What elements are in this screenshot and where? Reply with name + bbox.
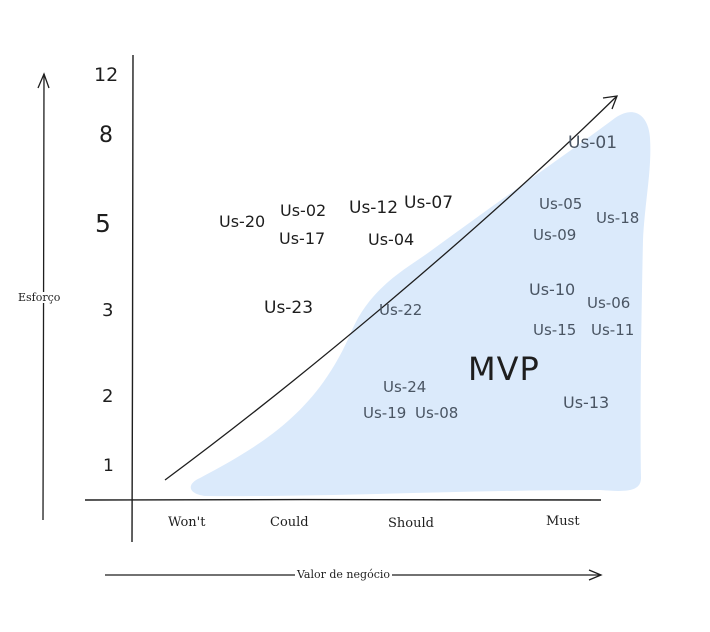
story-card: Us-13 bbox=[563, 393, 610, 412]
story-card: Us-01 bbox=[568, 133, 618, 153]
story-card: Us-23 bbox=[264, 298, 314, 318]
y-axis-title: Esforço bbox=[16, 291, 63, 304]
story-card: Us-19 bbox=[363, 404, 407, 422]
y-tick-5: 5 bbox=[95, 209, 111, 238]
diagonal-arrow-head bbox=[602, 95, 619, 110]
mvp-region bbox=[190, 112, 651, 497]
x-tick-should: Should bbox=[388, 516, 434, 531]
story-card: Us-09 bbox=[533, 226, 577, 244]
y-axis-line bbox=[131, 54, 134, 543]
story-card: Us-18 bbox=[596, 209, 640, 227]
x-axis-title: Valor de negócio bbox=[295, 568, 392, 581]
story-card: Us-06 bbox=[587, 294, 631, 312]
story-card: Us-17 bbox=[279, 229, 326, 248]
story-card: Us-05 bbox=[539, 195, 583, 213]
effort-axis-arrow-line bbox=[42, 73, 45, 521]
effort-axis-arrow-head bbox=[37, 72, 50, 89]
story-card: Us-11 bbox=[591, 321, 635, 339]
value-axis-arrow-head bbox=[588, 569, 603, 581]
story-card: Us-07 bbox=[404, 193, 454, 213]
x-tick-could: Could bbox=[270, 515, 309, 530]
story-card: Us-02 bbox=[280, 201, 327, 220]
y-tick-8: 8 bbox=[99, 123, 113, 148]
story-card: Us-12 bbox=[349, 198, 399, 218]
story-card: Us-24 bbox=[383, 378, 427, 396]
story-card: Us-08 bbox=[415, 404, 459, 422]
story-card: Us-22 bbox=[379, 301, 423, 319]
y-tick-1: 1 bbox=[103, 456, 114, 476]
y-tick-2: 2 bbox=[102, 386, 114, 407]
story-card: Us-04 bbox=[368, 230, 415, 249]
y-tick-3: 3 bbox=[102, 300, 114, 321]
x-tick-must: Must bbox=[546, 514, 580, 529]
story-card: Us-10 bbox=[529, 280, 576, 299]
y-tick-12: 12 bbox=[94, 64, 119, 86]
diagonal-arrow-line bbox=[164, 95, 618, 481]
story-card: Us-15 bbox=[533, 321, 577, 339]
x-tick-wont: Won't bbox=[168, 515, 206, 530]
story-card: Us-20 bbox=[219, 212, 266, 231]
mvp-label: MVP bbox=[468, 350, 540, 388]
